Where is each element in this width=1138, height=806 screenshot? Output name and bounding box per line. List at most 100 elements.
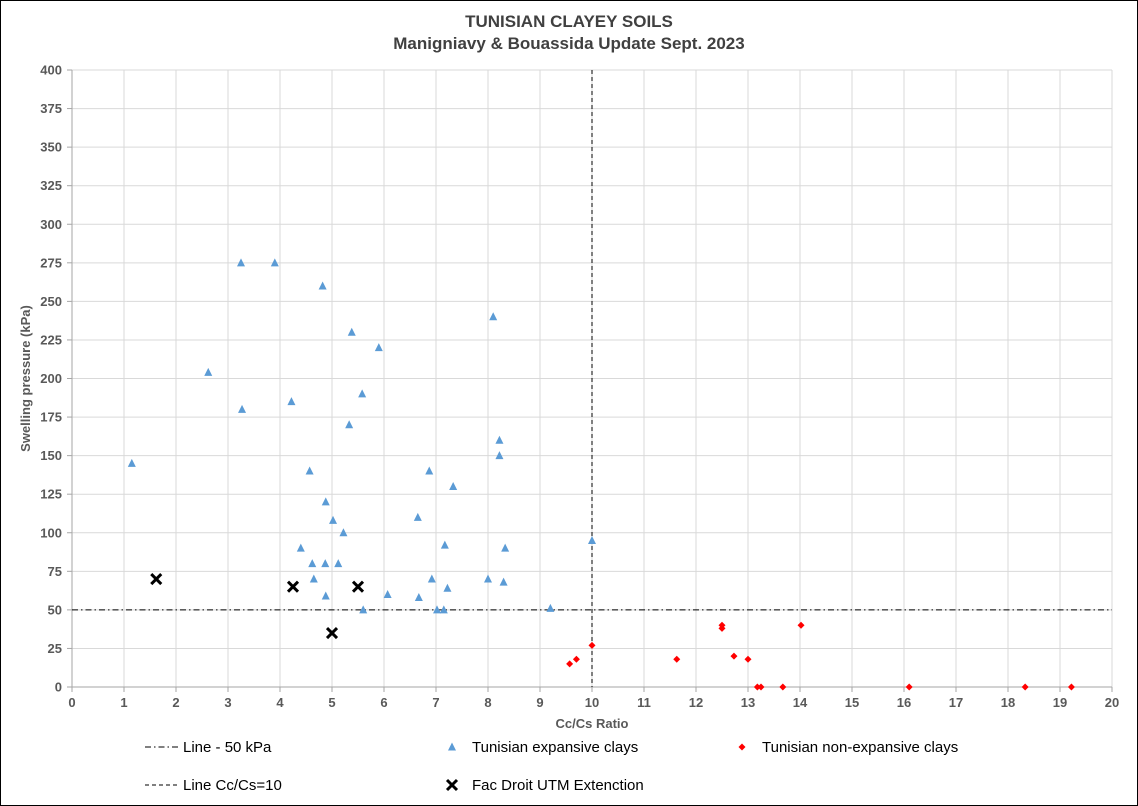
x-tick-label: 15 [845, 695, 859, 710]
expansive-clay-point [339, 528, 348, 537]
x-tick-label: 6 [380, 695, 387, 710]
expansive-clay-point [489, 312, 498, 321]
expansive-clay-point [308, 559, 317, 568]
non-expansive-clay-point [730, 652, 738, 660]
non-expansive-clay-point [1021, 683, 1029, 691]
x-tick-label: 3 [224, 695, 231, 710]
y-tick-label: 325 [40, 178, 62, 193]
non-expansive-clay-point [572, 655, 580, 663]
expansive-clay-point [318, 281, 327, 290]
expansive-clay-point [321, 497, 330, 506]
non-expansive-clay-point [779, 683, 787, 691]
expansive-clay-point [238, 404, 247, 413]
expansive-clay-point [383, 589, 392, 598]
expansive-clay-point [287, 397, 296, 406]
x-tick-label: 4 [276, 695, 284, 710]
non-expansive-clay-point [673, 655, 681, 663]
non-expansive-clay-point [566, 660, 574, 668]
expansive-clay-point [359, 605, 368, 614]
legend-fac-droit-label: Fac Droit UTM Extenction [472, 777, 644, 794]
legend-expansive-swatch [448, 742, 456, 751]
x-tick-label: 14 [793, 695, 808, 710]
expansive-clay-point [484, 574, 492, 583]
non-expansive-clay-point [588, 641, 596, 649]
expansive-clay-point [329, 515, 338, 524]
expansive-clay-point [588, 535, 596, 544]
legend-line-50kpa-label: Line - 50 kPa [183, 739, 272, 756]
non-expansive-clay-point [797, 621, 805, 629]
x-tick-label: 9 [536, 695, 543, 710]
expansive-clay-point [358, 389, 367, 398]
fac-droit-point [286, 580, 300, 593]
y-tick-label: 0 [55, 680, 62, 695]
non-expansive-clay-point [905, 683, 913, 691]
y-tick-label: 125 [40, 487, 62, 502]
x-tick-label: 0 [68, 695, 75, 710]
y-axis-label: Swelling pressure (kPa) [18, 305, 33, 452]
fac-droit-point-stroke [325, 626, 339, 640]
x-tick-label: 18 [1001, 695, 1015, 710]
expansive-clay-point [449, 481, 458, 490]
expansive-clay-point [237, 258, 245, 267]
x-tick-label: 17 [949, 695, 963, 710]
x-tick-label: 20 [1105, 695, 1119, 710]
expansive-clay-point [427, 574, 436, 583]
expansive-clay-point [443, 583, 452, 592]
expansive-clay-point [499, 577, 508, 586]
x-tick-label: 13 [741, 695, 755, 710]
x-tick-label: 16 [897, 695, 911, 710]
expansive-clay-point [440, 540, 449, 549]
expansive-clay-point [425, 466, 434, 475]
expansive-clay-point [439, 605, 448, 614]
x-tick-label: 2 [172, 695, 179, 710]
y-tick-label: 175 [40, 410, 62, 425]
legend-fac-droit-swatch [445, 778, 459, 792]
y-tick-label: 350 [40, 140, 62, 155]
fac-droit-point [325, 626, 339, 640]
y-tick-label: 75 [48, 564, 62, 579]
x-tick-label: 7 [432, 695, 439, 710]
expansive-clay-point [127, 458, 136, 467]
fac-droit-point-stroke [150, 572, 163, 586]
y-tick-label: 250 [40, 294, 62, 309]
expansive-clay-point [546, 603, 555, 612]
fac-droit-point-stroke [286, 580, 300, 593]
non-expansive-clay-point [744, 655, 752, 663]
y-tick-label: 275 [40, 255, 62, 270]
chart-title: TUNISIAN CLAYEY SOILS [465, 12, 673, 31]
expansive-clay-point [433, 605, 442, 614]
y-tick-label: 400 [40, 63, 62, 78]
expansive-clay-point [305, 466, 314, 475]
expansive-clay-point [413, 512, 422, 521]
expansive-clay-point [414, 593, 423, 602]
fac-droit-point [351, 580, 365, 593]
y-tick-label: 300 [40, 217, 62, 232]
expansive-clay-point [309, 574, 318, 583]
legend-non-expansive-label: Tunisian non-expansive clays [762, 739, 958, 756]
x-tick-label: 1 [120, 695, 127, 710]
non-expansive-clay-point [757, 683, 765, 691]
y-tick-label: 25 [48, 641, 62, 656]
expansive-clay-point [204, 367, 213, 376]
expansive-clay-point [374, 343, 383, 352]
legend-expansive-label: Tunisian expansive clays [472, 739, 638, 756]
expansive-clay-point [321, 559, 330, 568]
fac-droit-point [150, 572, 163, 586]
x-tick-label: 5 [328, 695, 335, 710]
y-tick-label: 375 [40, 101, 62, 116]
non-expansive-clay-point [1067, 683, 1075, 691]
expansive-clay-point [345, 420, 354, 429]
fac-droit-point-stroke [351, 580, 365, 593]
non-expansive-clay-point [718, 624, 726, 632]
non-expansive-clay-point [753, 683, 761, 691]
y-tick-label: 200 [40, 371, 62, 386]
x-tick-label: 8 [484, 695, 491, 710]
y-tick-label: 50 [48, 602, 62, 617]
y-tick-label: 100 [40, 525, 62, 540]
x-tick-label: 12 [689, 695, 703, 710]
expansive-clay-point [347, 327, 356, 336]
legend-non-expansive-swatch [738, 743, 746, 751]
legend-line-ratio-10-label: Line Cc/Cs=10 [183, 777, 282, 794]
x-tick-label: 10 [585, 695, 599, 710]
